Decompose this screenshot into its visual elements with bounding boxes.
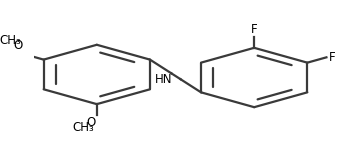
Text: CH₃: CH₃ — [72, 121, 94, 134]
Text: F: F — [251, 23, 258, 36]
Text: HN: HN — [155, 73, 173, 86]
Text: F: F — [329, 51, 336, 64]
Text: O: O — [86, 116, 95, 128]
Text: O: O — [14, 40, 23, 52]
Text: CH₃: CH₃ — [0, 34, 21, 47]
